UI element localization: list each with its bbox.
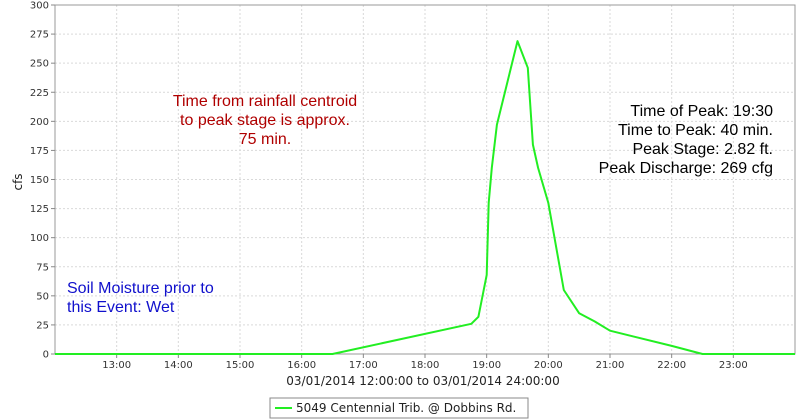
time-to-peak: Time to Peak: 40 min. bbox=[618, 122, 773, 139]
y-tick-label: 175 bbox=[30, 146, 49, 157]
y-axis-label: cfs bbox=[11, 173, 25, 190]
y-tick-label: 125 bbox=[30, 204, 49, 215]
x-axis-label: 03/01/2014 12:00:00 to 03/01/2014 24:00:… bbox=[286, 374, 559, 388]
y-tick-label: 300 bbox=[30, 1, 49, 12]
x-tick-label: 19:00 bbox=[472, 360, 501, 371]
peak-stage: Peak Stage: 2.82 ft. bbox=[632, 141, 773, 158]
x-tick-label: 22:00 bbox=[657, 360, 686, 371]
soil-moisture-annotation: Soil Moisture prior to this Event: Wet bbox=[67, 280, 214, 316]
x-tick-label: 16:00 bbox=[287, 360, 316, 371]
y-tick-labels: 0 25 50 75 100 125 150 175 200 225 250 275 300 bbox=[30, 1, 55, 361]
grid-lines bbox=[55, 5, 795, 354]
series-line bbox=[55, 40, 795, 355]
x-tick-label: 23:00 bbox=[719, 360, 748, 371]
y-tick-label: 75 bbox=[36, 262, 49, 273]
series-layer bbox=[55, 40, 795, 355]
x-tick-label: 18:00 bbox=[411, 360, 440, 371]
centroid-line-3: 75 min. bbox=[239, 131, 291, 148]
y-tick-label: 200 bbox=[30, 117, 49, 128]
y-tick-label: 150 bbox=[30, 175, 49, 186]
y-tick-label: 275 bbox=[30, 30, 49, 41]
x-tick-label: 20:00 bbox=[534, 360, 563, 371]
centroid-line-1: Time from rainfall centroid bbox=[173, 93, 357, 110]
soil-line-2: this Event: Wet bbox=[67, 299, 175, 316]
x-tick-labels: 13:00 14:00 15:00 16:00 17:00 18:00 19:00 20:00… bbox=[102, 354, 748, 371]
x-tick-label: 14:00 bbox=[164, 360, 193, 371]
legend-box bbox=[269, 397, 529, 419]
y-tick-label: 250 bbox=[30, 59, 49, 70]
legend-label: 5049 Centennial Trib. @ Dobbins Rd. bbox=[296, 401, 516, 415]
peak-discharge: Peak Discharge: 269 cfg bbox=[599, 160, 773, 177]
x-tick-label: 17:00 bbox=[349, 360, 378, 371]
peak-info-annotation: Time of Peak: 19:30 Time to Peak: 40 min… bbox=[599, 103, 773, 177]
x-tick-label: 21:00 bbox=[596, 360, 625, 371]
centroid-annotation: Time from rainfall centroid to peak stag… bbox=[173, 93, 357, 148]
y-tick-label: 0 bbox=[43, 350, 49, 361]
legend: 5049 Centennial Trib. @ Dobbins Rd. bbox=[269, 397, 529, 419]
y-tick-label: 50 bbox=[36, 291, 49, 302]
x-tick-label: 13:00 bbox=[102, 360, 131, 371]
y-tick-label: 100 bbox=[30, 233, 49, 244]
y-tick-label: 225 bbox=[30, 88, 49, 99]
peak-time: Time of Peak: 19:30 bbox=[630, 103, 773, 120]
soil-line-1: Soil Moisture prior to bbox=[67, 280, 214, 297]
x-tick-label: 15:00 bbox=[226, 360, 255, 371]
y-tick-label: 25 bbox=[36, 320, 49, 331]
centroid-line-2: to peak stage is approx. bbox=[180, 112, 350, 129]
